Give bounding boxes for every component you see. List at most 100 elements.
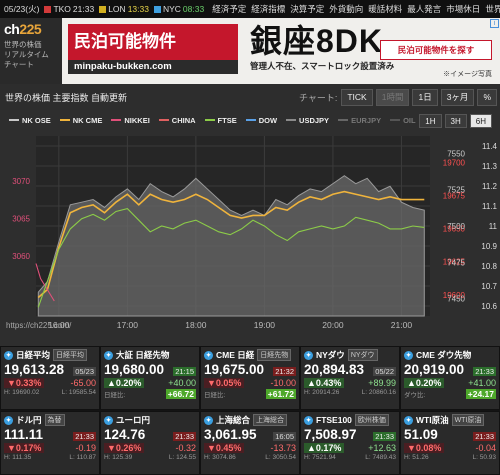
ticker-card[interactable]: ✦ 日経平均 日経平均 19,613.28 05/23 ▼0.33% -65.00 H: 19…: [0, 346, 100, 410]
top-bar: 05/23(火) TKO 21:33 LON 13:33 NYC 08:33 経…: [0, 0, 500, 18]
y-tick-label: 3060: [12, 252, 30, 261]
ticker-high: H: 51.26: [404, 454, 429, 461]
nav-link[interactable]: 経済指標: [251, 4, 286, 14]
y-tick-label: 19650: [443, 225, 466, 234]
ticker-change: -13.73: [270, 443, 296, 453]
bird-icon[interactable]: ✦: [204, 350, 213, 360]
legend-item[interactable]: CHINA: [158, 116, 196, 125]
nav-link[interactable]: 暖話材料: [368, 4, 403, 14]
ticker-tag[interactable]: WTI原油: [451, 414, 485, 426]
site-tagline: 世界の株価 リアルタイム チャート: [4, 40, 49, 69]
legend-swatch: [338, 119, 349, 121]
ticker-card[interactable]: ✦ WTI原油 WTI原油 51.09 21:33 ▼0.08% -0.04 H: 51.26…: [400, 411, 500, 475]
legend-item[interactable]: OIL: [390, 116, 416, 125]
bird-icon[interactable]: ✦: [104, 415, 113, 425]
ticker-tag[interactable]: 日経先物: [257, 349, 292, 361]
legend-item[interactable]: EURJPY: [338, 116, 381, 125]
legend-item[interactable]: NIKKEI: [111, 116, 150, 125]
chart-1day-button[interactable]: 1日: [412, 88, 438, 106]
ticker-percent: ▼0.05%: [204, 378, 245, 388]
ticker-percent: ▲0.17%: [304, 443, 345, 453]
ticker-change: +41.00: [468, 378, 496, 388]
ad-cta-button[interactable]: 民泊可能物件を探す: [380, 40, 492, 60]
legend-label: NK CME: [72, 115, 103, 125]
ad-info-icon[interactable]: i: [490, 19, 499, 28]
ticker-low: L: 110.87: [69, 454, 96, 461]
y-tick-label: 19600: [443, 291, 466, 300]
chart-3month-button[interactable]: 3ヶ月: [440, 88, 475, 106]
chart-title: 世界の株価 主要指数 自動更新: [5, 92, 128, 103]
nav-link[interactable]: 経済予定: [212, 4, 247, 14]
ticker-tag[interactable]: 日経平均: [53, 349, 88, 361]
legend-swatch: [111, 119, 122, 121]
bird-icon[interactable]: ✦: [404, 350, 413, 360]
ticker-card[interactable]: ✦ CME ダウ先物 20,919.00 21:33 ▲0.20% +41.00 ダウ比: +…: [400, 346, 500, 410]
y-tick-label: 11.1: [482, 202, 498, 211]
ticker-card[interactable]: ✦ 大証 日経先物 19,680.00 21:15 ▲0.20% +40.00 日経比: +6…: [100, 346, 200, 410]
bird-icon[interactable]: ✦: [404, 415, 413, 425]
ticker-tag[interactable]: NYダウ: [347, 349, 378, 361]
ticker-value: 19,680.00: [104, 362, 165, 377]
ticker-value: 19,675.00: [204, 362, 265, 377]
site-brand[interactable]: ch225 世界の株価 リアルタイム チャート: [0, 18, 62, 84]
legend-swatch: [390, 119, 401, 121]
ticker-change: -0.19: [75, 443, 96, 453]
chart-percent-button[interactable]: %: [477, 88, 497, 106]
ticker-name: 上海総合: [216, 415, 251, 425]
ticker-card[interactable]: ✦ 上海総合 上海総合 3,061.95 16:05 ▼0.45% -13.73 H: 307…: [200, 411, 300, 475]
ticker-card[interactable]: ✦ FTSE100 欧州株価 7,508.97 21:33 ▲0.17% +12.63 H: …: [300, 411, 400, 475]
ticker-percent: ▼0.45%: [204, 443, 245, 453]
legend-swatch: [204, 119, 215, 121]
chart-header: 世界の株価 主要指数 自動更新 チャート: TICK 1時間 1日 3ヶ月 %: [0, 84, 500, 110]
legend-item[interactable]: FTSE: [204, 116, 237, 125]
nav-link[interactable]: 市場休日: [446, 4, 481, 14]
index-chart[interactable]: 16:00 17:00 18:00 19:00 20:00 21:00 3060 3065 30…: [0, 130, 500, 346]
ticker-value: 20,894.83: [304, 362, 365, 377]
ticker-card[interactable]: ✦ ドル円 為替 111.11 21:33 ▼0.17% -0.19 H: 111.35 L: …: [0, 411, 100, 475]
ticker-change: -0.04: [475, 443, 496, 453]
legend-item[interactable]: NK OSE: [9, 116, 51, 125]
ticker-low: L: 7489.43: [365, 454, 396, 461]
ticker-tag[interactable]: 欧州株価: [354, 414, 389, 426]
ticker-card[interactable]: ✦ CME 日経 日経先物 19,675.00 21:32 ▼0.05% -10.00 日経比…: [200, 346, 300, 410]
range-3h-button[interactable]: 3H: [444, 114, 467, 128]
ad-banner[interactable]: 民泊可能物件 minpaku-bukken.com 銀座8DK 管理人不在、スマ…: [62, 18, 500, 84]
bird-icon[interactable]: ✦: [4, 350, 13, 360]
bird-icon[interactable]: ✦: [304, 350, 313, 360]
site-logo[interactable]: ch225: [4, 21, 42, 37]
chart-1hour-button[interactable]: 1時間: [375, 88, 410, 106]
y-tick-label: 11.2: [482, 182, 498, 191]
legend-swatch: [9, 119, 19, 121]
range-6h-button[interactable]: 6H: [469, 114, 492, 128]
y-tick-label: 3065: [12, 215, 30, 224]
ticker-tag[interactable]: 上海総合: [253, 414, 288, 426]
bird-icon[interactable]: ✦: [104, 350, 113, 360]
ticker-change: -0.32: [175, 443, 196, 453]
ticker-name: ユーロ円: [116, 415, 151, 425]
ticker-low: L: 3050.54: [265, 454, 296, 461]
nav-link[interactable]: 外貨動向: [329, 4, 364, 14]
y-tick-label: 10.9: [481, 242, 497, 251]
legend-label: NK OSE: [22, 115, 51, 125]
ticker-percent: ▼0.17%: [4, 443, 45, 453]
nav-link[interactable]: 世界時計: [485, 4, 500, 14]
series-line-nk-cme: [37, 190, 425, 299]
legend-item[interactable]: DOW: [245, 116, 277, 125]
chart-tick-button[interactable]: TICK: [341, 88, 373, 106]
bird-icon[interactable]: ✦: [304, 415, 313, 425]
nav-link[interactable]: 決算予定: [290, 4, 325, 14]
ticker-name: ドル円: [16, 415, 42, 425]
ticker-time: 16:05: [273, 432, 296, 441]
ticker-card[interactable]: ✦ NYダウ NYダウ 20,894.83 05/22 ▲0.43% +89.99 H: 20…: [300, 346, 400, 410]
ad-headline-block: 銀座8DK 管理人不在、スマートロック設置済み: [250, 23, 395, 71]
y-tick-label: 11: [489, 222, 498, 231]
bird-icon[interactable]: ✦: [204, 415, 213, 425]
ticker-time: 05/22: [373, 367, 396, 376]
legend-item[interactable]: USDJPY: [286, 116, 329, 125]
legend-item[interactable]: NK CME: [59, 115, 103, 125]
ticker-tag[interactable]: 為替: [44, 414, 65, 426]
ticker-card[interactable]: ✦ ユーロ円 124.76 21:33 ▼0.26% -0.32 H: 125.39 L: 1…: [100, 411, 200, 475]
range-1h-button[interactable]: 1H: [419, 114, 442, 128]
nav-link[interactable]: 最人発言: [407, 4, 442, 14]
bird-icon[interactable]: ✦: [4, 415, 13, 425]
